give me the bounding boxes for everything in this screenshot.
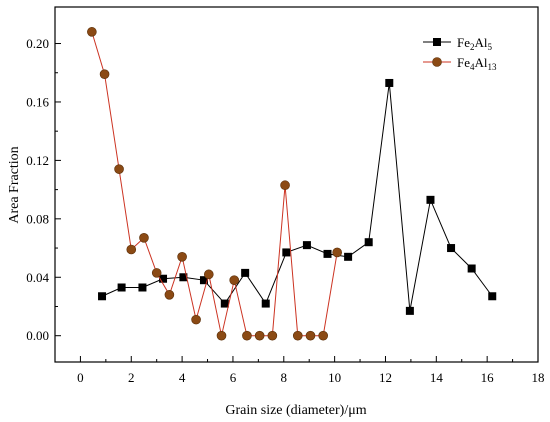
data-point xyxy=(385,78,394,87)
data-point xyxy=(164,289,175,300)
x-tick-label: 6 xyxy=(230,370,237,385)
data-point xyxy=(177,252,187,262)
data-point xyxy=(305,330,316,341)
y-tick-label: 0.04 xyxy=(26,270,49,285)
data-point xyxy=(254,330,265,341)
data-point xyxy=(318,330,328,341)
legend-entry-2: Fe4Al13 xyxy=(423,55,497,72)
y-tick-label: 0.00 xyxy=(26,328,49,343)
y-tick-label: 0.16 xyxy=(26,94,49,109)
data-point xyxy=(159,274,168,283)
legend-label: Fe4Al13 xyxy=(457,55,497,72)
data-point xyxy=(220,299,229,308)
axis-ticks: 0 2 4 6 8 10 12 14 16 18 0.00 0.04 0.08 0.12 0.16 0.20 xyxy=(26,36,544,385)
data-point xyxy=(280,180,290,191)
data-point xyxy=(114,164,124,174)
data-point xyxy=(447,244,456,253)
data-point xyxy=(139,233,149,243)
data-point xyxy=(267,330,278,341)
x-tick-label: 2 xyxy=(128,370,135,385)
y-tick-label: 0.08 xyxy=(26,211,49,226)
series-2 xyxy=(87,27,342,341)
data-point xyxy=(241,268,250,277)
legend-marker xyxy=(433,38,441,46)
data-point xyxy=(405,306,414,315)
data-point xyxy=(242,330,252,341)
x-tick-label: 18 xyxy=(532,370,545,385)
data-point xyxy=(216,330,227,341)
series-line xyxy=(91,31,338,337)
data-point xyxy=(191,314,201,325)
data-point xyxy=(261,299,270,308)
data-point xyxy=(203,269,214,280)
y-tick-label: 0.20 xyxy=(26,36,49,51)
data-point xyxy=(302,241,311,250)
data-point xyxy=(117,283,126,292)
data-point xyxy=(98,292,107,301)
data-point xyxy=(138,283,147,292)
legend-marker xyxy=(432,57,442,67)
y-tick-label: 0.12 xyxy=(26,153,49,168)
data-point xyxy=(199,276,208,285)
series-1 xyxy=(98,78,497,315)
data-point xyxy=(426,195,435,204)
data-point xyxy=(126,244,137,255)
data-point xyxy=(364,238,373,247)
x-tick-label: 4 xyxy=(179,370,186,385)
x-tick-label: 12 xyxy=(379,370,392,385)
legend: Fe2Al5 Fe4Al13 xyxy=(423,35,497,72)
data-point xyxy=(467,264,476,273)
data-point xyxy=(151,268,162,278)
data-point xyxy=(179,273,188,282)
data-point xyxy=(332,247,342,258)
x-axis-label: Grain size (diameter)/μm xyxy=(225,403,366,418)
data-point xyxy=(99,69,110,80)
x-tick-label: 0 xyxy=(77,370,84,385)
data-point xyxy=(344,252,353,261)
series-layer xyxy=(87,27,497,341)
data-point xyxy=(292,330,303,341)
data-point xyxy=(323,249,332,258)
data-point xyxy=(488,292,497,301)
legend-entry-1: Fe2Al5 xyxy=(423,35,493,52)
y-axis-label: Area Fraction xyxy=(7,146,22,223)
data-point xyxy=(229,275,240,285)
plot-frame xyxy=(54,6,539,363)
x-tick-label: 8 xyxy=(281,370,288,385)
x-tick-label: 10 xyxy=(328,370,341,385)
legend-label: Fe2Al5 xyxy=(457,35,493,52)
data-point xyxy=(282,248,291,257)
x-tick-label: 16 xyxy=(481,370,495,385)
data-point xyxy=(87,27,97,37)
x-tick-label: 14 xyxy=(430,370,444,385)
